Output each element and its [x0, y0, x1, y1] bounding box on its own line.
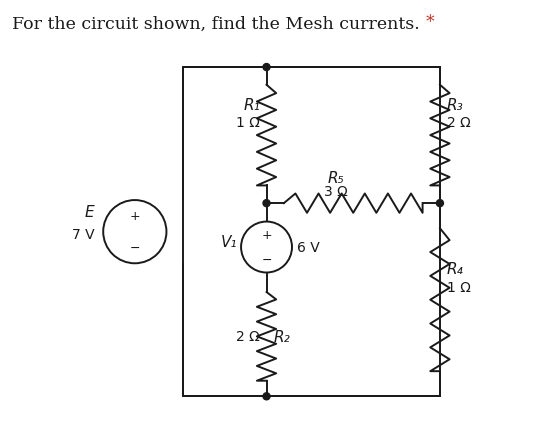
Text: R₂: R₂ [273, 329, 290, 344]
Circle shape [436, 200, 443, 207]
Text: 6 V: 6 V [297, 240, 320, 254]
Circle shape [263, 393, 270, 400]
Text: 2 Ω: 2 Ω [236, 330, 260, 343]
Text: R₃: R₃ [447, 98, 463, 113]
Circle shape [263, 64, 270, 71]
Text: R₅: R₅ [327, 171, 344, 186]
Text: +: + [129, 210, 140, 223]
Text: −: − [261, 254, 272, 267]
Text: +: + [261, 228, 272, 241]
Circle shape [263, 200, 270, 207]
Text: *: * [426, 14, 435, 32]
Text: 1 Ω: 1 Ω [236, 116, 260, 130]
Text: For the circuit shown, find the Mesh currents.: For the circuit shown, find the Mesh cur… [12, 15, 420, 32]
Text: R₁: R₁ [243, 98, 260, 113]
Text: 3 Ω: 3 Ω [324, 184, 347, 198]
Text: 7 V: 7 V [72, 227, 94, 241]
Text: 2 Ω: 2 Ω [447, 116, 470, 130]
Text: 1 Ω: 1 Ω [447, 280, 471, 294]
Text: V₁: V₁ [221, 235, 238, 250]
Bar [183, 68, 440, 396]
Text: E: E [85, 205, 94, 220]
Text: −: − [129, 241, 140, 254]
Text: R₄: R₄ [447, 262, 463, 277]
